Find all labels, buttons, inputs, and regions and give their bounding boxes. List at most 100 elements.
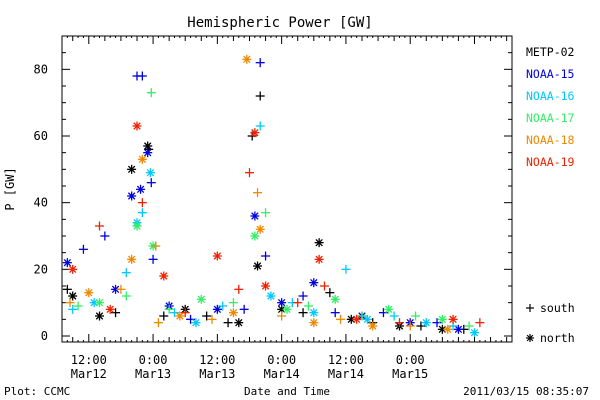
data-point-north (384, 304, 394, 314)
data-point-north (352, 314, 362, 324)
data-point-north (68, 264, 78, 274)
data-point-south (389, 311, 399, 321)
data-point-north (132, 121, 142, 131)
data-point-north (309, 308, 319, 318)
data-point-south (137, 208, 147, 218)
data-point-north (62, 258, 72, 268)
data-point-south (320, 281, 329, 291)
data-point-south (62, 284, 72, 294)
data-point-south (239, 304, 249, 314)
data-point-north (250, 231, 260, 241)
data-point-south (207, 314, 217, 324)
legend-marker-south (526, 304, 534, 312)
data-point-north (175, 311, 185, 321)
data-point-south (330, 308, 340, 318)
data-point-south (164, 304, 174, 314)
data-point-south (186, 314, 196, 324)
x-tick-time: 12:00 (199, 353, 235, 367)
data-point-south (68, 304, 78, 314)
data-point-south (137, 71, 147, 81)
data-point-north (143, 148, 153, 158)
data-point-south (245, 168, 254, 178)
data-point-north (453, 324, 463, 334)
data-point-south (298, 291, 308, 301)
data-point-south (405, 321, 415, 331)
data-point-north (277, 298, 287, 308)
legend-marker-label: south (540, 301, 575, 315)
data-point-south (121, 291, 131, 301)
data-point-north (212, 304, 222, 314)
data-point-north (437, 324, 447, 334)
data-point-south (357, 311, 367, 321)
y-tick-label: 0 (41, 329, 48, 343)
y-axis-label: P [GW] (3, 167, 17, 210)
data-point-north (470, 328, 479, 338)
data-point-south (303, 301, 313, 311)
data-points (62, 54, 485, 338)
data-point-south (378, 308, 388, 318)
data-point-north (132, 221, 142, 231)
x-tick-time: 0:00 (267, 353, 296, 367)
data-point-south (111, 308, 121, 318)
data-point-north (196, 294, 206, 304)
data-point-north (95, 311, 104, 321)
legend-marker-label: north (540, 331, 575, 345)
data-point-south (336, 314, 346, 324)
data-point-south (228, 298, 238, 308)
x-axis-label: Date and Time (244, 385, 330, 398)
x-tick-time: 0:00 (139, 353, 168, 367)
data-point-south (234, 284, 244, 294)
x-axis: 12:00Mar120:00Mar1312:00Mar130:00Mar1412… (61, 36, 513, 381)
data-point-south (341, 264, 351, 274)
x-tick-date: Mar13 (135, 367, 171, 381)
data-point-south (170, 308, 179, 318)
data-point-south (261, 208, 271, 218)
data-point-north (105, 304, 115, 314)
data-point-south (464, 321, 474, 331)
data-point-south (146, 88, 156, 98)
data-point-south (223, 318, 233, 328)
data-point-south (411, 311, 421, 321)
data-point-north (421, 318, 431, 328)
data-point-north (330, 294, 340, 304)
data-point-south (65, 298, 75, 308)
y-tick-label: 20 (34, 262, 48, 276)
legend-entry: NOAA-16 (526, 89, 575, 103)
data-point-south (151, 241, 161, 251)
data-point-south (218, 301, 228, 311)
data-point-north (266, 291, 276, 301)
legend-entry: NOAA-18 (526, 133, 575, 147)
data-point-south (100, 231, 110, 241)
data-point-south (137, 198, 147, 208)
data-point-north (282, 304, 292, 314)
data-point-south (121, 268, 131, 278)
y-axis: 0 20 40 60 80 (34, 35, 512, 343)
plot-credit: Plot: CCMC (4, 385, 70, 398)
data-point-south (298, 308, 308, 318)
data-point-south (180, 308, 190, 318)
data-point-north (95, 298, 104, 308)
data-point-north (261, 281, 271, 291)
data-point-north (159, 271, 169, 281)
data-point-south (146, 178, 156, 188)
legend-entry: METP-02 (526, 45, 574, 59)
data-point-north (368, 321, 378, 331)
data-point-north (68, 291, 78, 301)
data-point-north (362, 314, 372, 324)
x-tick-time: 12:00 (71, 353, 107, 367)
data-point-north (309, 278, 319, 288)
data-point-south (116, 284, 126, 294)
data-point-south (202, 311, 212, 321)
data-point-north (314, 238, 324, 248)
legend-entry: NOAA-19 (526, 155, 575, 169)
x-tick-date: Mar15 (392, 367, 428, 381)
data-point-north (127, 164, 137, 174)
data-point-north (84, 288, 94, 298)
data-point-north (111, 284, 121, 294)
chart-title: Hemispheric Power [GW] (187, 15, 372, 31)
data-point-north (250, 211, 260, 221)
data-point-north (191, 318, 201, 328)
data-point-north (145, 168, 155, 178)
data-point-north (253, 261, 263, 271)
